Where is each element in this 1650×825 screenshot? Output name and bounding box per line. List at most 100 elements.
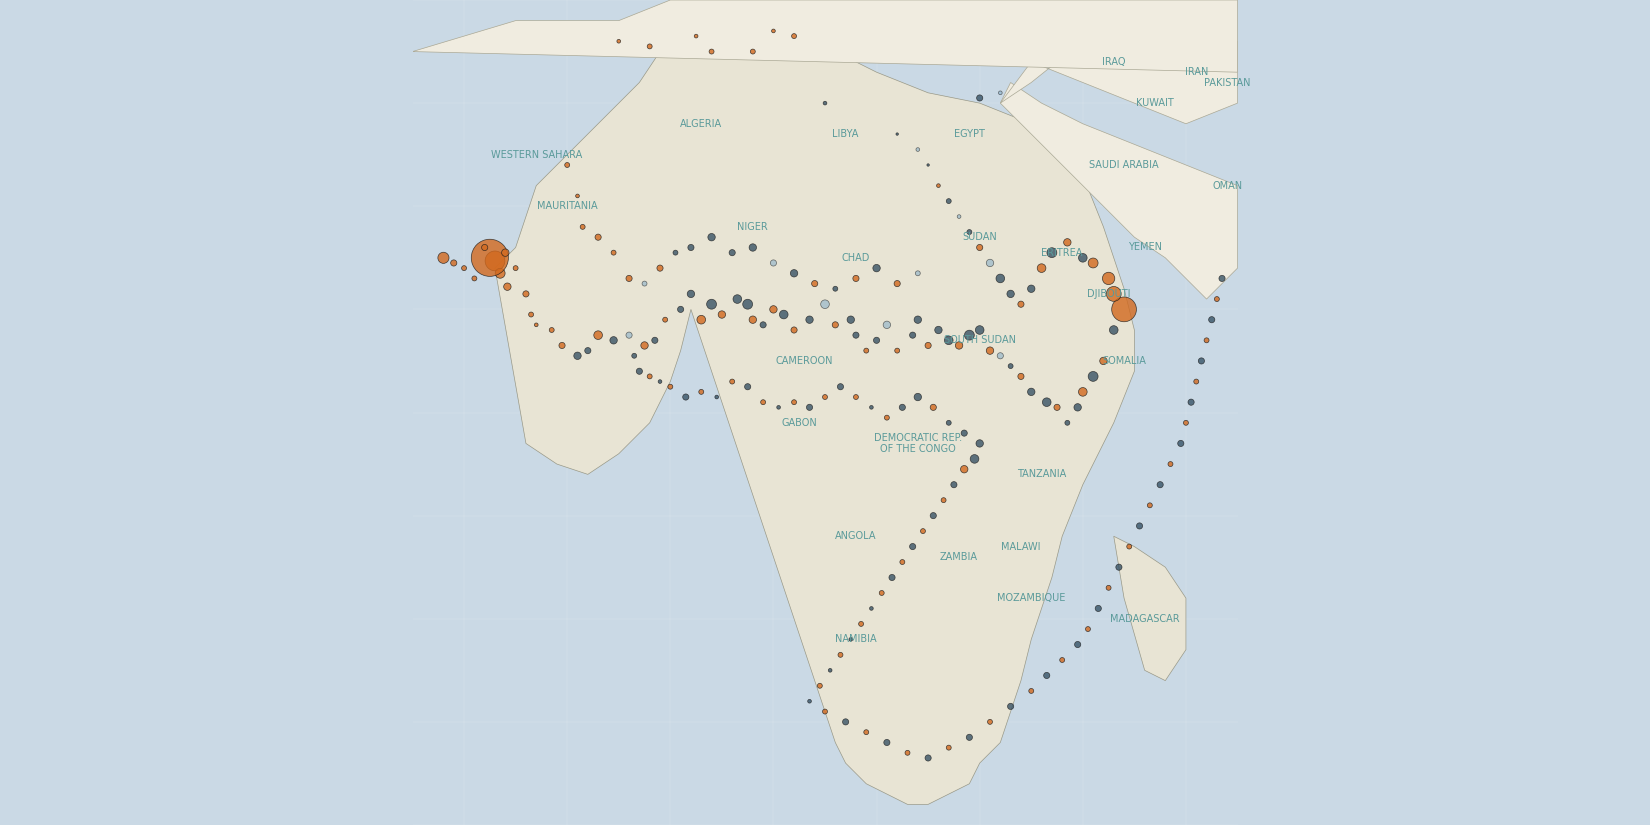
Circle shape bbox=[729, 249, 736, 256]
Circle shape bbox=[964, 330, 973, 340]
Circle shape bbox=[1064, 238, 1071, 246]
Circle shape bbox=[914, 394, 922, 401]
Text: EGYPT: EGYPT bbox=[954, 129, 985, 139]
Circle shape bbox=[916, 271, 921, 276]
Circle shape bbox=[909, 332, 916, 338]
Circle shape bbox=[1168, 462, 1173, 467]
Circle shape bbox=[642, 281, 647, 286]
Circle shape bbox=[576, 194, 579, 198]
Circle shape bbox=[1046, 248, 1058, 257]
Circle shape bbox=[884, 415, 889, 420]
Circle shape bbox=[742, 299, 752, 309]
Circle shape bbox=[771, 260, 777, 266]
Circle shape bbox=[1079, 388, 1087, 396]
Circle shape bbox=[977, 244, 983, 251]
Circle shape bbox=[853, 394, 858, 399]
Circle shape bbox=[987, 259, 993, 266]
Circle shape bbox=[879, 591, 884, 596]
Circle shape bbox=[472, 239, 508, 276]
Circle shape bbox=[927, 163, 929, 166]
Text: ALGERIA: ALGERIA bbox=[680, 119, 723, 129]
Circle shape bbox=[926, 342, 931, 348]
Circle shape bbox=[970, 455, 978, 464]
Circle shape bbox=[668, 384, 673, 389]
Circle shape bbox=[1018, 301, 1025, 308]
Circle shape bbox=[832, 322, 838, 328]
Circle shape bbox=[899, 404, 906, 411]
Circle shape bbox=[663, 317, 668, 323]
Circle shape bbox=[462, 266, 467, 271]
Circle shape bbox=[807, 404, 812, 411]
Circle shape bbox=[683, 394, 690, 400]
Circle shape bbox=[817, 683, 822, 688]
Circle shape bbox=[1064, 420, 1069, 426]
Circle shape bbox=[812, 280, 818, 287]
Circle shape bbox=[792, 399, 797, 405]
Circle shape bbox=[772, 29, 776, 33]
Circle shape bbox=[528, 312, 533, 317]
Circle shape bbox=[625, 276, 632, 281]
Text: ERITREA: ERITREA bbox=[1041, 248, 1082, 257]
Circle shape bbox=[822, 710, 828, 714]
Circle shape bbox=[673, 250, 678, 255]
Circle shape bbox=[950, 482, 957, 488]
Polygon shape bbox=[412, 0, 1238, 73]
Circle shape bbox=[1147, 502, 1152, 508]
Circle shape bbox=[837, 384, 843, 390]
Circle shape bbox=[596, 234, 601, 240]
Circle shape bbox=[1112, 297, 1137, 322]
Circle shape bbox=[779, 310, 789, 319]
Circle shape bbox=[777, 406, 780, 409]
Text: SOMALIA: SOMALIA bbox=[1102, 356, 1147, 366]
Text: LIBYA: LIBYA bbox=[833, 129, 858, 139]
Circle shape bbox=[647, 374, 652, 379]
Circle shape bbox=[960, 430, 967, 436]
Circle shape bbox=[808, 700, 812, 703]
Text: ANGOLA: ANGOLA bbox=[835, 531, 876, 541]
Circle shape bbox=[909, 544, 916, 549]
Circle shape bbox=[1059, 658, 1064, 662]
Circle shape bbox=[744, 384, 751, 390]
Text: IRAN: IRAN bbox=[1185, 67, 1208, 78]
Circle shape bbox=[884, 739, 889, 746]
Text: NAMIBIA: NAMIBIA bbox=[835, 634, 876, 644]
Circle shape bbox=[678, 306, 683, 313]
Text: MADAGASCAR: MADAGASCAR bbox=[1110, 614, 1180, 624]
Circle shape bbox=[751, 50, 756, 54]
Text: ZAMBIA: ZAMBIA bbox=[940, 552, 978, 562]
Text: SOUTH SUDAN: SOUTH SUDAN bbox=[944, 335, 1016, 346]
Circle shape bbox=[706, 299, 716, 309]
Circle shape bbox=[997, 274, 1005, 283]
Circle shape bbox=[594, 331, 602, 340]
Circle shape bbox=[714, 395, 719, 399]
Circle shape bbox=[1208, 317, 1214, 323]
Circle shape bbox=[896, 133, 898, 135]
Circle shape bbox=[838, 653, 843, 658]
Circle shape bbox=[1008, 364, 1013, 369]
Circle shape bbox=[846, 316, 855, 323]
Text: YEMEN: YEMEN bbox=[1127, 243, 1162, 252]
Circle shape bbox=[437, 252, 449, 263]
Circle shape bbox=[820, 300, 830, 309]
Circle shape bbox=[1089, 371, 1099, 381]
Text: CHAD: CHAD bbox=[842, 252, 870, 263]
Circle shape bbox=[931, 404, 937, 411]
Circle shape bbox=[1018, 373, 1025, 380]
Circle shape bbox=[1099, 357, 1107, 365]
Circle shape bbox=[977, 95, 983, 101]
Circle shape bbox=[584, 347, 591, 354]
Circle shape bbox=[1102, 272, 1115, 285]
Circle shape bbox=[559, 342, 564, 348]
Text: OMAN: OMAN bbox=[1213, 181, 1242, 191]
Circle shape bbox=[1204, 338, 1209, 343]
Circle shape bbox=[1115, 564, 1122, 570]
Circle shape bbox=[503, 283, 512, 290]
Circle shape bbox=[535, 323, 538, 327]
Circle shape bbox=[955, 342, 964, 349]
Circle shape bbox=[657, 265, 663, 271]
Circle shape bbox=[610, 250, 615, 255]
Circle shape bbox=[997, 353, 1003, 359]
Circle shape bbox=[1074, 642, 1081, 648]
Circle shape bbox=[708, 233, 716, 241]
Circle shape bbox=[749, 316, 757, 323]
